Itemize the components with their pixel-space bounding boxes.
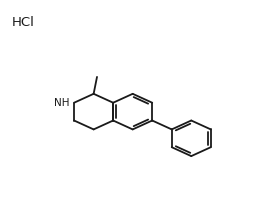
Text: HCl: HCl — [12, 16, 34, 28]
Text: NH: NH — [54, 98, 70, 108]
